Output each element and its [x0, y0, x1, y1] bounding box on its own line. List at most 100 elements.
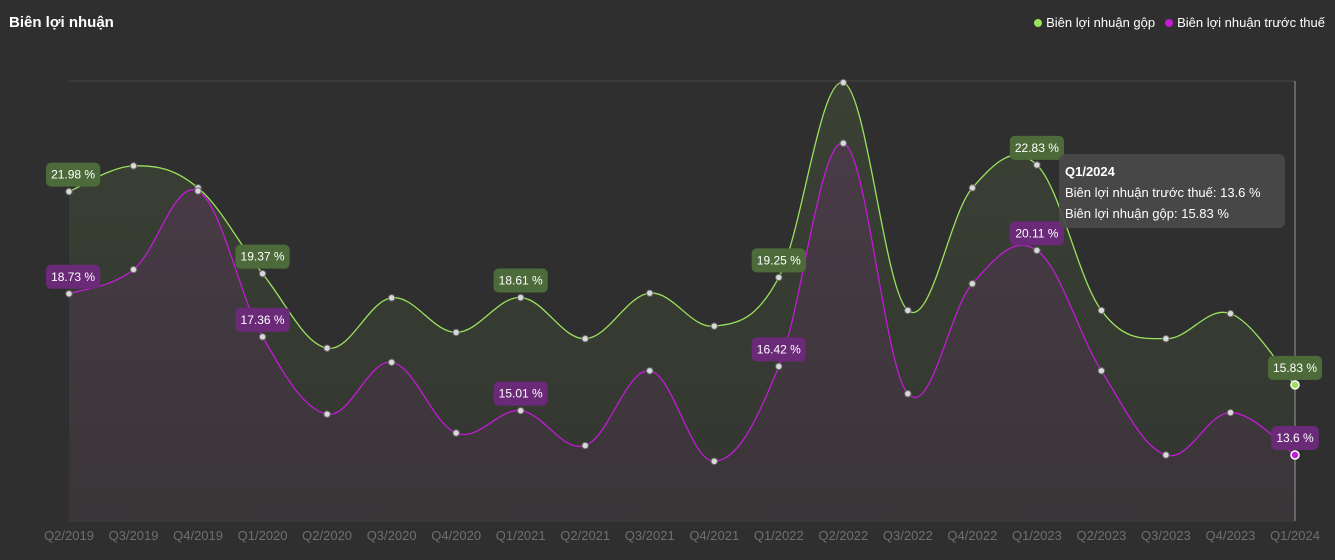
point-gross-margin-Q2-2020[interactable]	[323, 344, 331, 352]
point-pretax-margin-Q2-2021[interactable]	[581, 441, 589, 450]
point-pretax-margin-Q4-2023[interactable]	[1226, 408, 1235, 417]
point-gross-margin-Q4-2021[interactable]	[710, 322, 718, 330]
data-label-badge	[1009, 221, 1064, 246]
chart-title: Biên lợi nhuận	[9, 14, 114, 31]
point-gross-margin-Q1-2024[interactable]	[1290, 380, 1300, 390]
tooltip: Q1/2024 Biên lợi nhuận trước thuế: 13.6 …	[1059, 154, 1285, 228]
data-label-badge	[493, 381, 548, 406]
data-label-badge	[46, 162, 101, 187]
data-label-text: 16.42 %	[757, 342, 801, 356]
data-label-badge	[1009, 135, 1064, 160]
point-pretax-margin-Q1-2024[interactable]	[1290, 450, 1300, 460]
tooltip-line-pretax: Biên lợi nhuận trước thuế: 13.6 %	[1065, 185, 1261, 200]
point-gross-margin-Q1-2020[interactable]	[258, 269, 267, 278]
legend-label-gross-margin: Biên lợi nhuận gộp	[1046, 15, 1156, 30]
point-pretax-margin-Q1-2020[interactable]	[258, 333, 267, 341]
point-pretax-margin-Q2-2022[interactable]	[839, 139, 848, 147]
data-label-text: 19.25 %	[757, 253, 801, 267]
data-label-badge	[751, 248, 806, 273]
point-pretax-margin-Q2-2019[interactable]	[65, 290, 73, 298]
point-gross-margin-Q3-2022[interactable]	[904, 306, 912, 315]
legend-item-pretax-margin[interactable]: Biên lợi nhuận trước thuế	[1165, 15, 1325, 30]
data-label-text: 22.83 %	[1015, 141, 1059, 155]
data-label-text: 17.36 %	[241, 313, 285, 327]
line-gross-margin	[68, 81, 1296, 386]
x-tick-label: Q3/2023	[1141, 528, 1191, 543]
point-gross-margin-Q3-2020[interactable]	[387, 294, 396, 302]
point-pretax-margin-Q3-2020[interactable]	[387, 358, 396, 366]
point-pretax-margin-Q2-2020[interactable]	[323, 410, 331, 418]
point-gross-margin-Q1-2022[interactable]	[775, 273, 783, 282]
point-gross-margin-Q3-2021[interactable]	[646, 289, 654, 297]
x-tick-label: Q3/2021	[625, 528, 675, 543]
point-gross-margin-Q1-2023[interactable]	[1033, 161, 1041, 169]
x-tick-label: Q4/2020	[431, 528, 481, 543]
point-pretax-margin-Q1-2023[interactable]	[1033, 246, 1041, 255]
x-tick-label: Q2/2023	[1076, 528, 1126, 543]
data-label-pretax-margin-Q1-2023: 20.11 %	[1009, 221, 1064, 246]
x-tick-label: Q4/2022	[947, 528, 997, 543]
x-tick-label: Q4/2019	[173, 528, 223, 543]
data-label-gross-margin-Q1-2024: 15.83 %	[1267, 355, 1323, 380]
data-label-pretax-margin-Q1-2020: 17.36 %	[235, 307, 290, 332]
data-label-gross-margin-Q1-2022: 19.25 %	[751, 248, 806, 273]
x-tick-label: Q2/2019	[44, 528, 94, 543]
x-tick-label: Q4/2021	[689, 528, 739, 543]
area-pretax-margin	[69, 143, 1295, 521]
x-tick-label: Q3/2019	[109, 528, 159, 543]
data-label-badge	[1271, 426, 1319, 450]
data-label-gross-margin-Q2-2019: 21.98 %	[46, 162, 101, 187]
data-label-text: 15.01 %	[499, 387, 543, 401]
data-label-pretax-margin-Q1-2024: 13.6 %	[1271, 426, 1319, 450]
data-label-text: 15.83 %	[1273, 361, 1317, 375]
data-label-gross-margin-Q1-2020: 19.37 %	[235, 244, 290, 269]
data-label-pretax-margin-Q1-2022: 16.42 %	[751, 337, 806, 362]
x-tick-label: Q4/2023	[1206, 528, 1256, 543]
legend-item-gross-margin[interactable]: Biên lợi nhuận gộp	[1034, 15, 1155, 30]
x-tick-label: Q1/2021	[496, 528, 546, 543]
point-pretax-margin-Q4-2020[interactable]	[452, 429, 460, 437]
x-tick-label: Q1/2023	[1012, 528, 1062, 543]
point-gross-margin-Q3-2019[interactable]	[129, 162, 138, 170]
legend: Biên lợi nhuận gộp Biên lợi nhuận trước …	[1034, 15, 1325, 30]
point-pretax-margin-Q3-2019[interactable]	[129, 265, 138, 274]
tooltip-title: Q1/2024	[1065, 164, 1115, 179]
legend-dot-gross-margin	[1034, 18, 1043, 27]
x-tick-label: Q3/2022	[883, 528, 933, 543]
point-pretax-margin-Q3-2023[interactable]	[1162, 451, 1170, 459]
data-label-badge	[235, 307, 290, 332]
x-tick-label: Q2/2021	[560, 528, 610, 543]
data-label-badge	[1267, 355, 1323, 380]
data-label-badge	[46, 264, 101, 289]
data-label-text: 20.11 %	[1015, 226, 1058, 240]
point-pretax-margin-Q4-2022[interactable]	[968, 280, 977, 288]
data-label-text: 21.98 %	[51, 168, 95, 182]
point-gross-margin-Q2-2021[interactable]	[581, 335, 589, 343]
tooltip-line-gross: Biên lợi nhuận gộp: 15.83 %	[1065, 206, 1229, 221]
point-gross-margin-Q4-2022[interactable]	[968, 184, 977, 192]
point-pretax-margin-Q1-2022[interactable]	[775, 362, 783, 371]
point-pretax-margin-Q4-2019[interactable]	[194, 187, 202, 195]
data-label-badge	[751, 337, 806, 362]
point-pretax-margin-Q4-2021[interactable]	[710, 457, 718, 465]
point-gross-margin-Q1-2021[interactable]	[516, 293, 525, 302]
point-gross-margin-Q3-2023[interactable]	[1162, 335, 1170, 343]
data-label-text: 18.61 %	[499, 274, 543, 288]
legend-dot-pretax-margin	[1165, 18, 1174, 27]
point-pretax-margin-Q1-2021[interactable]	[516, 406, 525, 415]
point-gross-margin-Q4-2020[interactable]	[452, 328, 460, 337]
data-label-gross-margin-Q1-2021: 18.61 %	[493, 268, 548, 293]
point-pretax-margin-Q2-2023[interactable]	[1097, 367, 1106, 375]
x-tick-label: Q1/2024	[1270, 528, 1320, 543]
data-label-text: 18.73 %	[51, 270, 95, 284]
point-gross-margin-Q2-2022[interactable]	[839, 78, 848, 87]
data-label-pretax-margin-Q2-2019: 18.73 %	[46, 264, 101, 289]
point-gross-margin-Q2-2023[interactable]	[1097, 306, 1106, 315]
point-pretax-margin-Q3-2021[interactable]	[646, 367, 654, 375]
x-tick-label: Q2/2020	[302, 528, 352, 543]
point-gross-margin-Q4-2023[interactable]	[1226, 309, 1235, 318]
x-tick-label: Q2/2022	[818, 528, 868, 543]
point-gross-margin-Q2-2019[interactable]	[65, 187, 73, 196]
point-pretax-margin-Q3-2022[interactable]	[904, 390, 912, 398]
